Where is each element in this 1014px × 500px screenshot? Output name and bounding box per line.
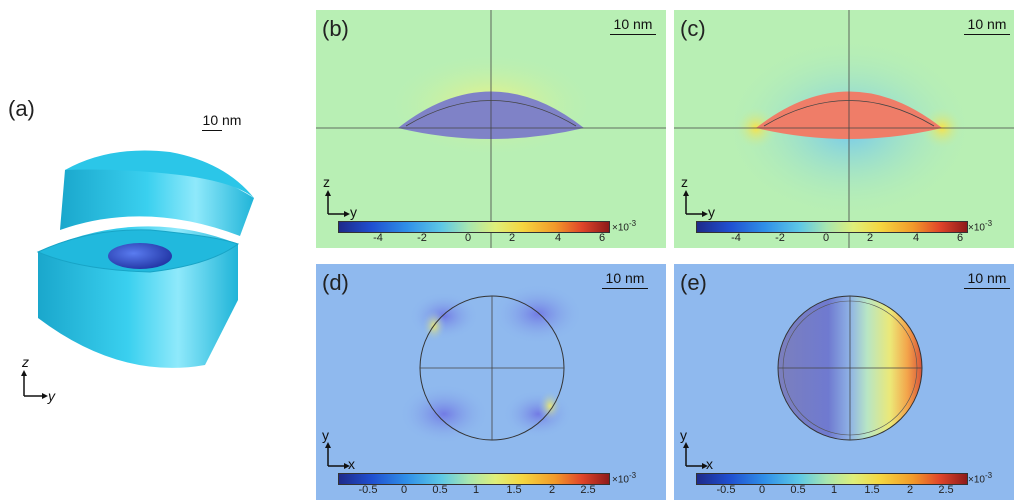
panel-c-scale-bar: 10 nm: [964, 16, 1010, 35]
scale-label: 10 nm: [202, 112, 242, 128]
colorbar-tick: 0.5: [432, 484, 448, 496]
scale-label: 10 nm: [605, 270, 645, 286]
panel-d-field-map: [316, 264, 666, 500]
colorbar-tick: 1: [830, 484, 838, 496]
colorbar-multiplier: ×10-3: [968, 471, 993, 486]
panel-b-scale-bar: 10 nm: [610, 16, 656, 35]
panel-d-label: (d): [322, 270, 349, 295]
panel-c-axis-arrows: [683, 190, 708, 217]
colorbar-tick: 0.5: [790, 484, 806, 496]
panel-e-scale-bar: 10 nm: [964, 270, 1010, 289]
colorbar-multiplier: ×10-3: [968, 219, 993, 234]
colorbar-tick: 0: [400, 484, 408, 496]
panel-a-3d-model: (a) 10 nm z y: [0, 0, 300, 500]
panel-b-field-map: [316, 10, 666, 248]
panel-c-field-xz: (c) 10 nm z y -4 -2 0 2 4 6 ×10-3: [674, 10, 1014, 248]
colorbar-tick: -0.5: [358, 484, 378, 496]
colorbar-tick: 2: [548, 484, 556, 496]
scale-line: [610, 34, 656, 35]
colorbar-multiplier: ×10-3: [612, 219, 637, 234]
panel-e-field-map: [674, 264, 1014, 500]
panel-d-axis-h: x: [348, 456, 355, 472]
panel-e-colorbar: [696, 473, 968, 485]
panel-c-axis-h: y: [708, 204, 715, 220]
panel-d-colorbar: [338, 473, 610, 485]
panel-c-axis-v: z: [681, 174, 688, 190]
panel-b-axis-arrows: [325, 190, 350, 217]
colorbar-tick: 0: [758, 484, 766, 496]
colorbar-multiplier: ×10-3: [612, 471, 637, 486]
colorbar-tick: 4: [554, 232, 562, 244]
colorbar-tick: 0: [464, 232, 472, 244]
scale-line: [602, 288, 648, 289]
panel-a-scale-bar: 10 nm: [200, 112, 244, 131]
colorbar-tick: 1: [472, 484, 480, 496]
scale-line: [964, 288, 1010, 289]
scale-label: 10 nm: [613, 16, 653, 32]
panel-e-axis-arrows: [683, 442, 708, 469]
panel-a-axis-arrows: [21, 370, 48, 399]
panel-b-field-xz: (b) 10 nm z y -4 -2 0 2 4 6 ×10-3: [316, 10, 666, 248]
colorbar-tick: 1.5: [864, 484, 880, 496]
colorbar-tick: 4: [912, 232, 920, 244]
scale-line: [964, 34, 1010, 35]
colorbar-tick: 2.5: [938, 484, 954, 496]
colorbar-tick: 1.5: [506, 484, 522, 496]
panel-e-axis-h: x: [706, 456, 713, 472]
panel-b-axis-h: y: [350, 204, 357, 220]
panel-a-label: (a): [8, 96, 35, 121]
panel-a-axis-y: y: [48, 388, 55, 404]
colorbar-tick: -4: [373, 232, 383, 244]
panel-e-axis-v: y: [680, 427, 687, 443]
colorbar-tick: -0.5: [716, 484, 736, 496]
scale-line: [202, 130, 222, 131]
colorbar-tick: 6: [598, 232, 606, 244]
panel-e-label: (e): [680, 270, 707, 295]
panel-b-label: (b): [322, 16, 349, 41]
colorbar-tick: 2: [508, 232, 516, 244]
panel-e-field-xy: (e) 10 nm y x -0.5 0 0.5 1 1.5 2 2.5 ×10…: [674, 264, 1014, 500]
colorbar-tick: -4: [731, 232, 741, 244]
scale-label: 10 nm: [967, 270, 1007, 286]
panel-c-field-map: [674, 10, 1014, 248]
cylinder-illustration: [36, 150, 254, 368]
panel-d-scale-bar: 10 nm: [602, 270, 648, 289]
panel-c-label: (c): [680, 16, 706, 41]
colorbar-tick: 2: [906, 484, 914, 496]
colorbar-tick: -2: [775, 232, 785, 244]
panel-a-axis-z: z: [22, 354, 29, 370]
colorbar-tick: 0: [822, 232, 830, 244]
colorbar-tick: 2: [866, 232, 874, 244]
colorbar-tick: 6: [956, 232, 964, 244]
panel-b-colorbar: [338, 221, 610, 233]
panel-c-colorbar: [696, 221, 968, 233]
colorbar-tick: 2.5: [580, 484, 596, 496]
panel-d-field-xy: (d) 10 nm y x -0.5 0 0.5 1 1.5 2 2.5 ×10…: [316, 264, 666, 500]
colorbar-tick: -2: [417, 232, 427, 244]
panel-d-axis-arrows: [325, 442, 350, 469]
panel-b-axis-v: z: [323, 174, 330, 190]
panel-d-axis-v: y: [322, 427, 329, 443]
scale-label: 10 nm: [967, 16, 1007, 32]
